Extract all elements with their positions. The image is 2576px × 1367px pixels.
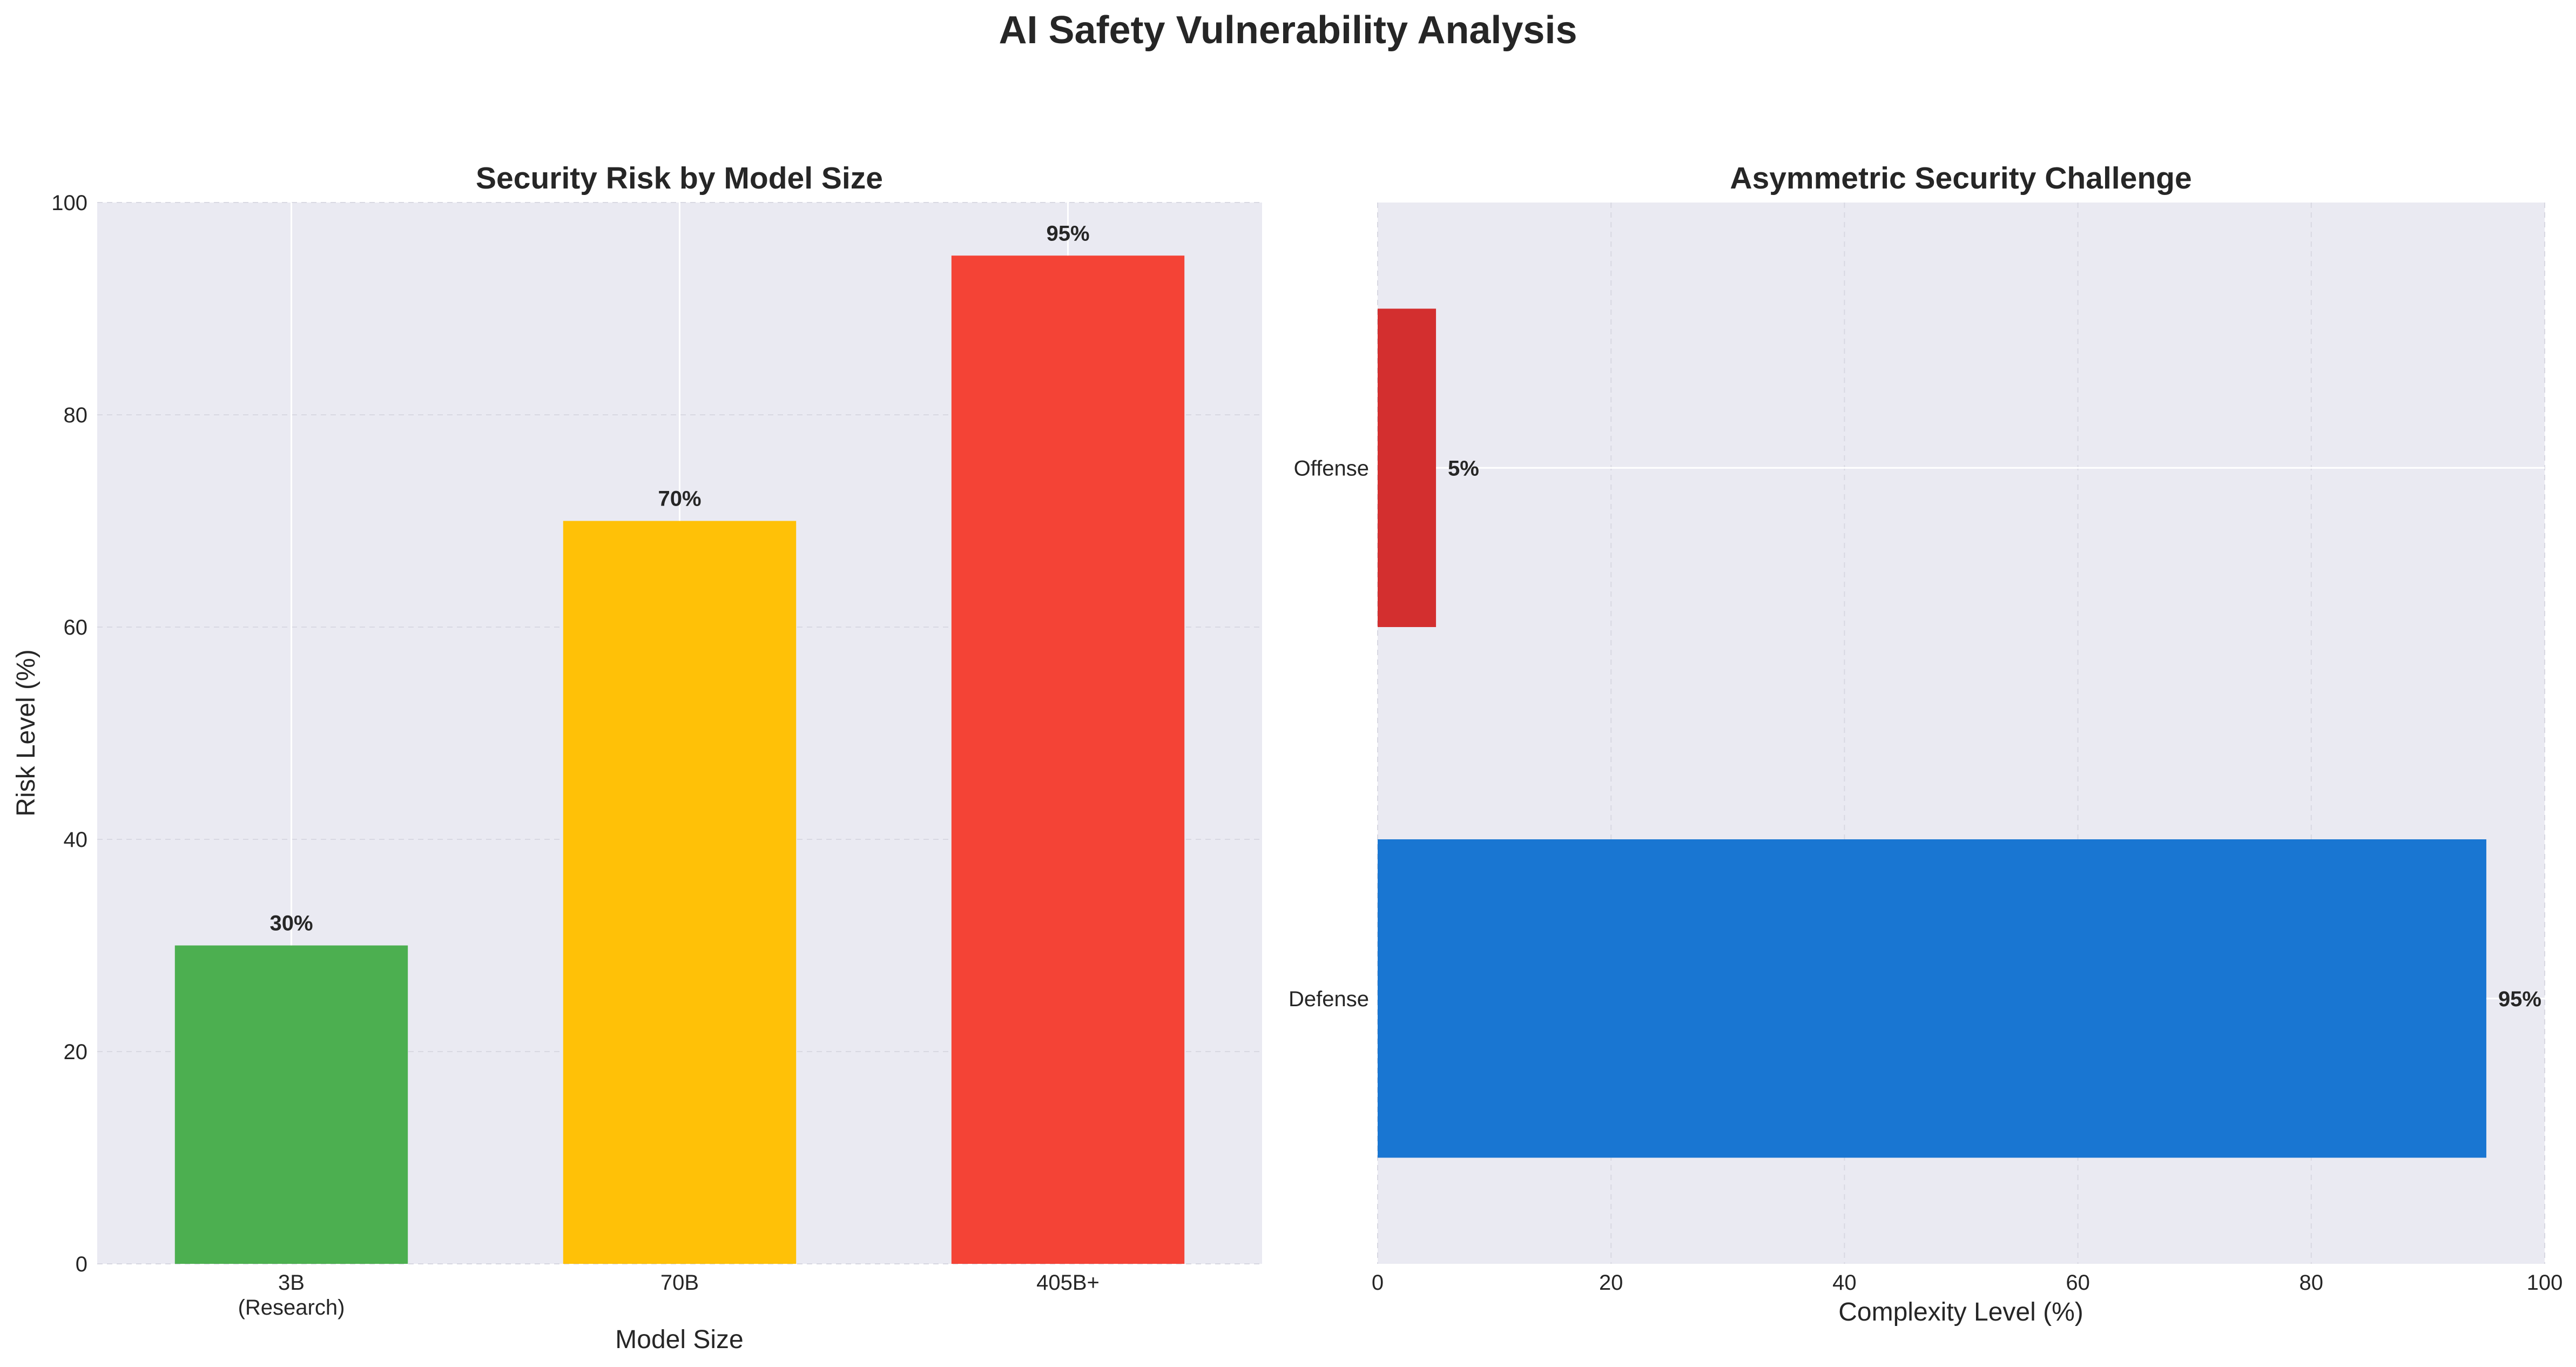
asymmetry-chart-data-labels: 95% 5% [1448,456,2541,1011]
asymmetry-chart-y-tick-label: Defense [1289,987,1369,1011]
asymmetry-chart-x-axis-label: Complexity Level (%) [1838,1298,2083,1326]
risk-chart-y-tick-label: 100 [51,191,87,215]
risk-chart-y-tick-label: 40 [64,828,88,852]
asymmetry-chart-x-tick-label: 100 [2527,1271,2563,1295]
risk-chart-y-ticks: 0 20 40 60 80 100 [51,191,87,1276]
risk-bar-data-label: 70% [658,487,701,511]
complexity-bar [1378,839,2486,1158]
risk-chart-data-labels: 30% 70% 95% [269,221,1089,935]
asymmetry-chart-x-tick-label: 20 [1599,1271,1623,1295]
risk-chart-x-axis-label: Model Size [615,1325,743,1354]
asymmetry-chart: 95% 5% Defense Offense 0 20 40 60 80 100 Asymme… [1289,161,2562,1326]
risk-chart-x-ticks: 3B (Research) 70B 405B+ [238,1271,1100,1319]
risk-chart-y-axis-label: Risk Level (%) [12,649,41,816]
asymmetry-chart-bars [1378,308,2486,1158]
risk-chart-x-tick-label: 70B [660,1271,699,1295]
complexity-bar-data-label: 95% [2498,987,2541,1011]
asymmetry-chart-x-ticks: 0 20 40 60 80 100 [1372,1271,2563,1295]
asymmetry-chart-y-ticks: Defense Offense [1289,456,1369,1011]
asymmetry-chart-x-tick-label: 60 [2066,1271,2090,1295]
asymmetry-chart-y-tick-label: Offense [1294,456,1369,480]
figure-title: AI Safety Vulnerability Analysis [999,9,1577,52]
risk-bar-data-label: 30% [269,912,313,935]
asymmetry-chart-x-tick-label: 40 [1832,1271,1857,1295]
risk-chart-x-tick-label: 3B (Research) [238,1271,345,1319]
asymmetry-chart-x-tick-label: 80 [2299,1271,2324,1295]
asymmetry-chart-title: Asymmetric Security Challenge [1730,161,2191,196]
risk-chart-bars [174,255,1185,1264]
risk-chart-x-tick-label: 405B+ [1036,1271,1100,1295]
risk-chart-y-tick-label: 60 [64,616,88,639]
risk-chart-title: Security Risk by Model Size [476,161,883,196]
asymmetry-chart-x-tick-label: 0 [1372,1271,1384,1295]
risk-bar [174,945,408,1264]
risk-chart-y-tick-label: 0 [76,1252,87,1276]
risk-bar-data-label: 95% [1046,221,1089,245]
complexity-bar-data-label: 5% [1448,456,1479,480]
complexity-bar [1378,308,1437,627]
risk-chart-y-tick-label: 20 [64,1040,88,1064]
risk-chart-y-tick-label: 80 [64,403,88,427]
risk-bar [563,521,797,1264]
risk-chart: 30% 70% 95% 0 20 40 60 80 100 3B (Research) 70B 40… [12,161,1262,1354]
risk-bar [951,255,1185,1264]
